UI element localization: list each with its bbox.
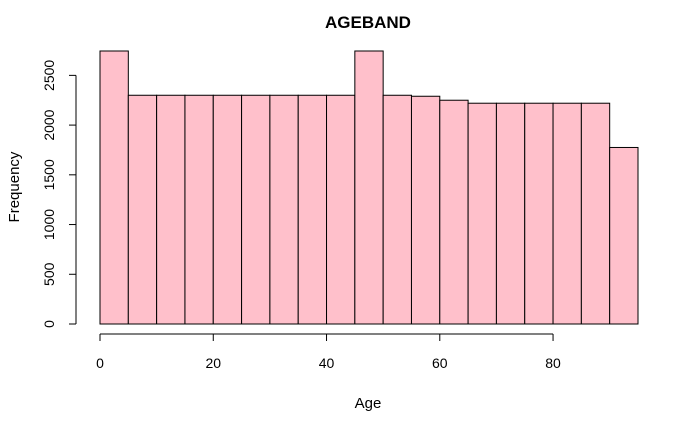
- y-axis-label: Frequency: [6, 151, 23, 222]
- y-tick-label: 1500: [41, 159, 57, 190]
- histogram-bar: [467, 102, 497, 325]
- y-tick-label: 2500: [41, 60, 57, 91]
- histogram-bar: [524, 102, 554, 325]
- histogram-bar: [269, 94, 299, 325]
- histogram-bar: [552, 102, 582, 325]
- bars-group: [99, 50, 639, 325]
- histogram-bar: [609, 146, 639, 325]
- histogram-bar: [495, 102, 526, 325]
- histogram-bar: [382, 94, 412, 325]
- x-tick-label: 0: [96, 355, 104, 371]
- y-tick-label: 500: [41, 262, 57, 286]
- y-axis: 0 500 1000 1500 2000 2500: [41, 60, 77, 328]
- y-tick-label: 1000: [41, 209, 57, 240]
- histogram-bar: [580, 102, 611, 325]
- histogram-bar: [354, 50, 384, 325]
- x-tick-label: 40: [319, 355, 335, 371]
- histogram-bar: [241, 94, 271, 325]
- y-tick-label: 2000: [41, 109, 57, 140]
- histogram-bar: [410, 95, 441, 325]
- histogram-bar: [212, 94, 243, 325]
- x-axis: 0 20 40 60 80: [96, 333, 561, 371]
- y-tick-label: 0: [41, 320, 57, 328]
- x-tick-label: 60: [432, 355, 448, 371]
- x-tick-label: 80: [545, 355, 561, 371]
- histogram-bar: [99, 50, 129, 325]
- x-axis-label: Age: [355, 395, 382, 412]
- histogram-bar: [297, 94, 328, 325]
- histogram-bar: [439, 99, 469, 325]
- histogram-bar: [156, 94, 186, 325]
- histogram-bar: [326, 94, 356, 325]
- chart-title: AGEBAND: [325, 13, 411, 32]
- histogram-bar: [184, 94, 214, 325]
- x-tick-label: 20: [205, 355, 221, 371]
- histogram-bar: [127, 94, 158, 325]
